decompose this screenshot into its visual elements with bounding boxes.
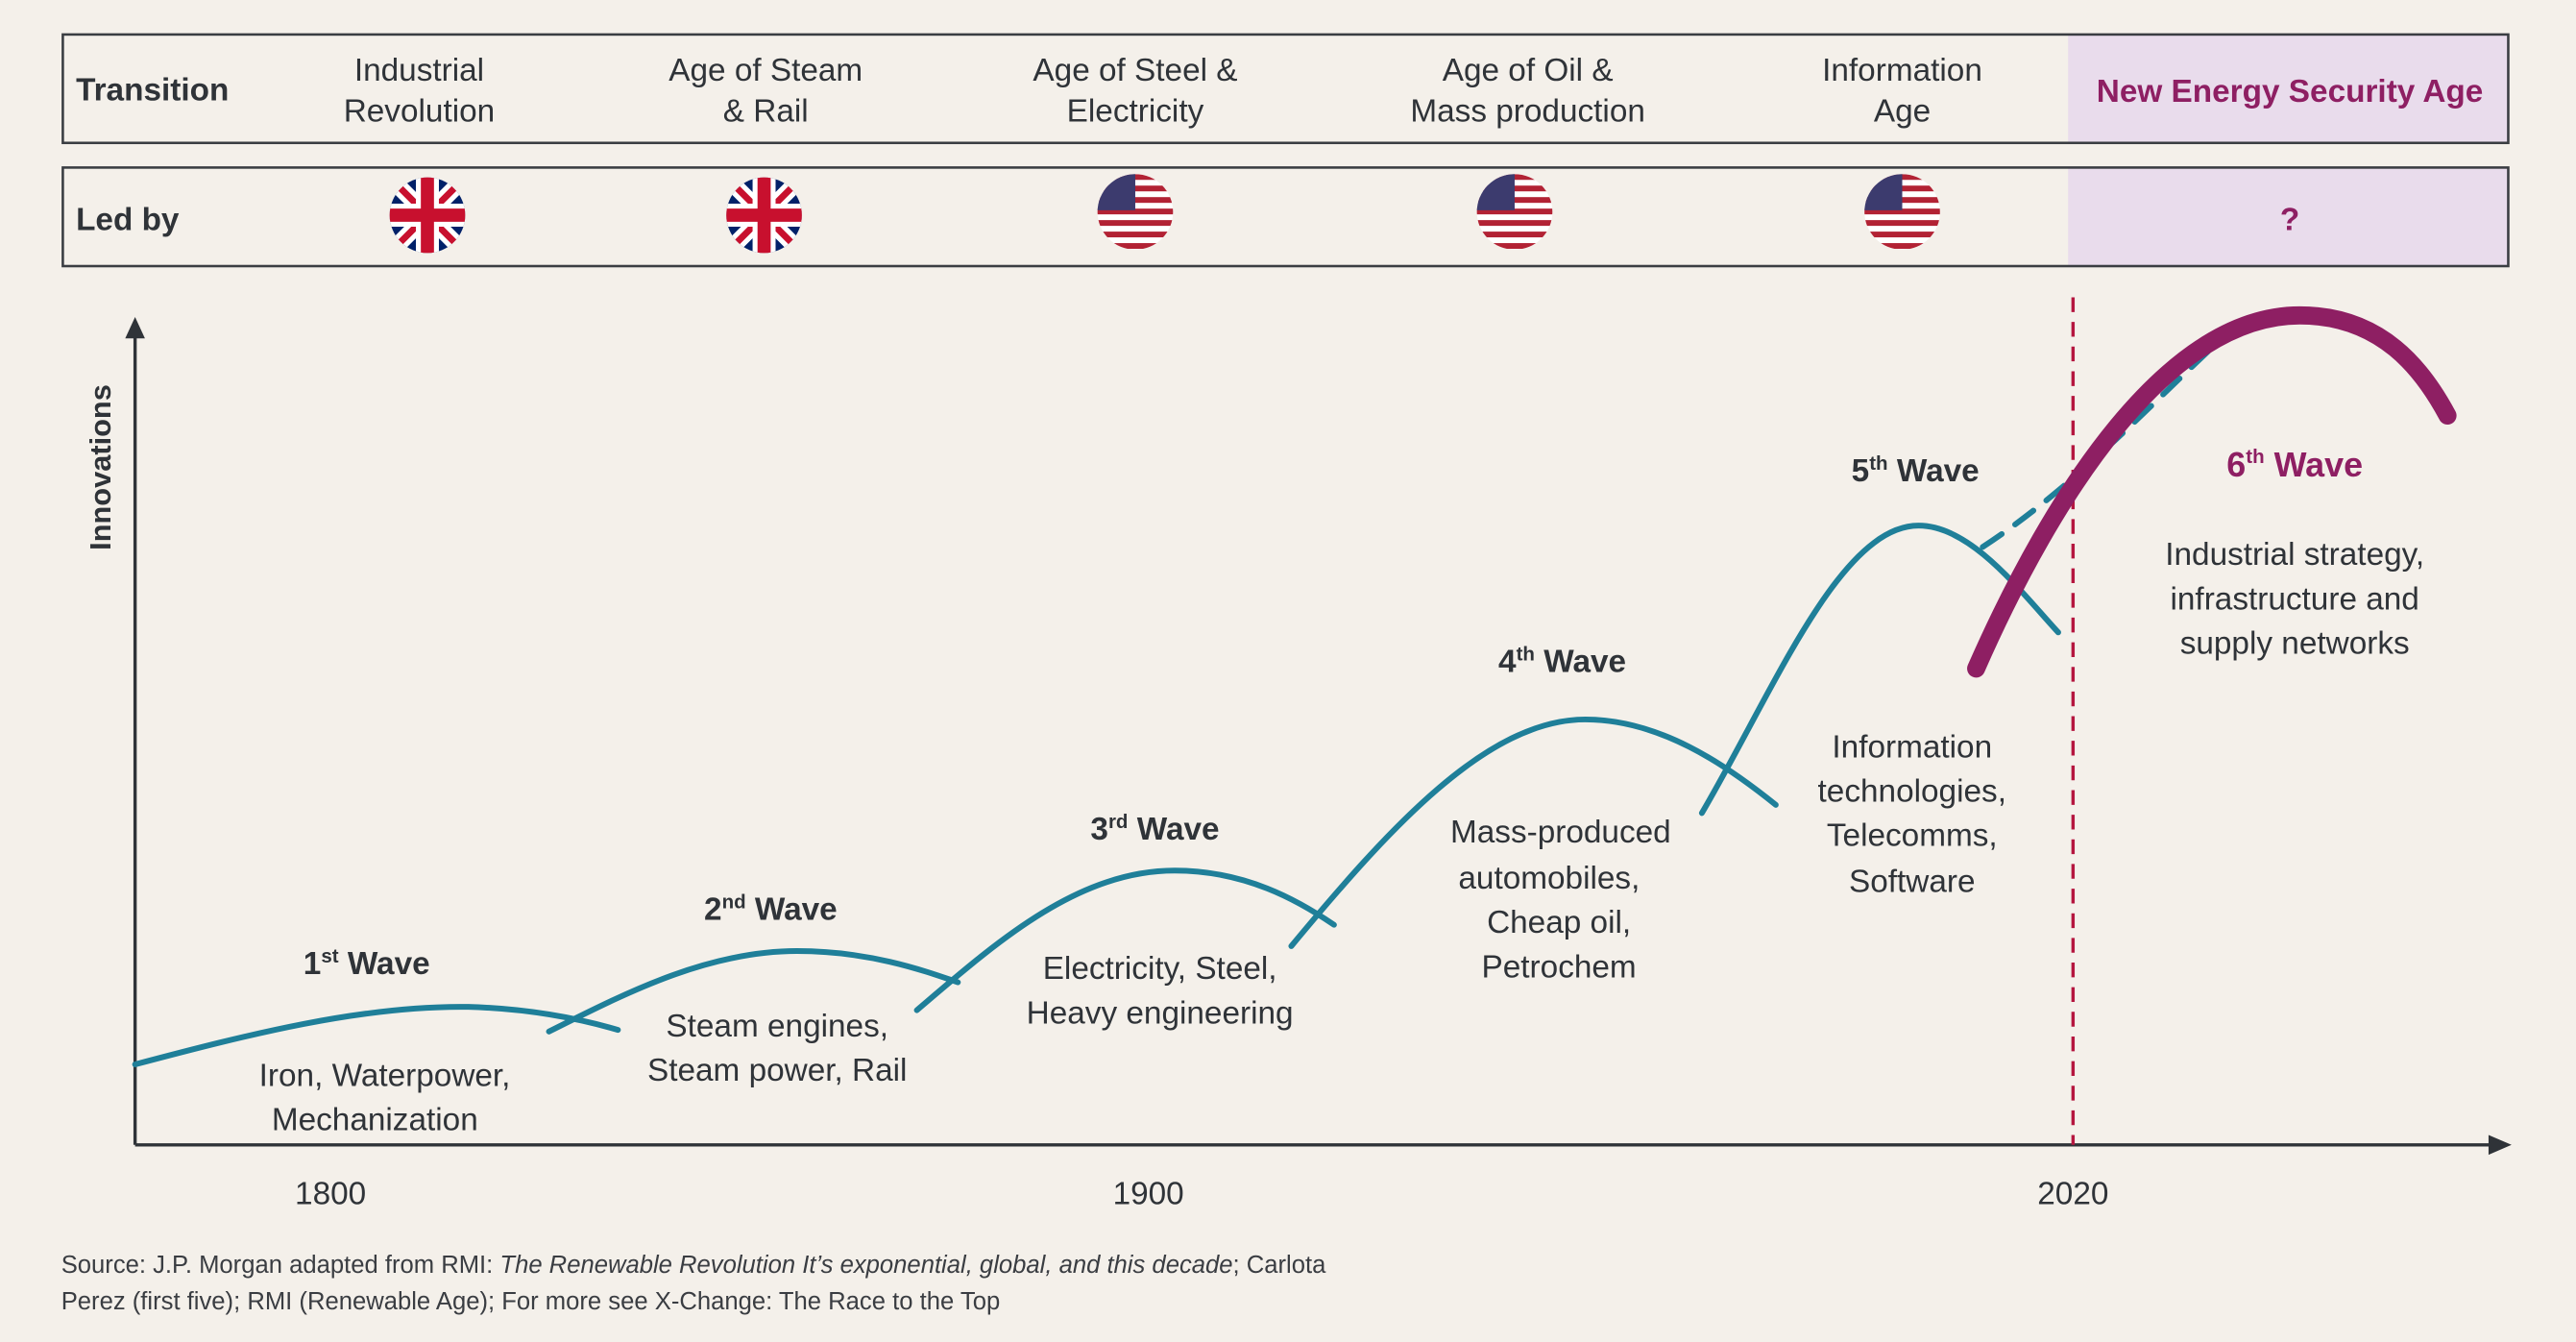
wave-2-title: 2nd Wave — [704, 891, 838, 928]
x-tick-1900: 1900 — [1113, 1176, 1184, 1211]
x-axis-arrow — [2488, 1135, 2512, 1156]
y-axis-label: Innovations — [84, 384, 117, 550]
transition-4: Age of Oil & Mass production — [1410, 53, 1645, 130]
transition-label: Transition — [76, 72, 229, 108]
wave-4-description: Mass-produced automobiles, Cheap oil, Petro… — [1450, 815, 1671, 985]
us-flag-icon — [1094, 171, 1176, 253]
wave-3-title: 3rd Wave — [1090, 811, 1219, 847]
wave-1-curve — [132, 1004, 621, 1068]
x-tick-2020: 2020 — [2037, 1176, 2108, 1211]
wave-6-curve — [1967, 305, 2457, 678]
wave-3-curve — [913, 867, 1337, 1013]
source-note-line-1: Source: J.P. Morgan adapted from RMI: Th… — [61, 1252, 1326, 1279]
wave-5-description: Information technologies, Telecomms, Softwa… — [1818, 729, 2006, 899]
transition-3: Age of Steel & Electricity — [1033, 53, 1237, 130]
wave-3-description: Electricity, Steel, Heavy engineering — [1027, 951, 1294, 1031]
uk-flag-icon — [386, 174, 468, 256]
transition-2: Age of Steam & Rail — [668, 53, 863, 130]
new-age-highlight-top — [2068, 34, 2509, 143]
led-by-row — [61, 166, 2510, 268]
new-age-leader: ? — [2280, 202, 2299, 237]
new-age-highlight-bottom — [2068, 167, 2509, 267]
wave-5-curve — [1698, 523, 2061, 817]
transition-row — [61, 33, 2510, 145]
new-energy-age: New Energy Security Age — [2097, 74, 2484, 110]
uk-flag-icon — [723, 174, 805, 256]
led-by-label: Led by — [76, 202, 180, 237]
x-tick-1800: 1800 — [295, 1176, 366, 1211]
source-note-line-2: Perez (first five); RMI (Renewable Age);… — [61, 1288, 1001, 1315]
wave-4-title: 4th Wave — [1498, 643, 1626, 679]
wave-1-title: 1st Wave — [304, 945, 430, 982]
wave-6-description: Industrial strategy, infrastructure and su… — [2165, 537, 2424, 661]
y-axis-arrow — [125, 317, 145, 339]
wave-4-curve — [1288, 716, 1779, 949]
us-flag-icon — [1861, 171, 1943, 253]
us-flag-icon — [1473, 171, 1555, 253]
wave-2-description: Steam engines, Steam power, Rail — [647, 1009, 907, 1088]
transition-1: Industrial Revolution — [344, 53, 495, 130]
wave-6-title: 6th Wave — [2226, 446, 2363, 484]
transition-5: Information Age — [1822, 53, 1982, 130]
wave-1-description: Iron, Waterpower, Mechanization — [259, 1058, 511, 1137]
wave-5-title: 5th Wave — [1852, 452, 1980, 489]
wave-2-curve — [546, 948, 961, 1035]
